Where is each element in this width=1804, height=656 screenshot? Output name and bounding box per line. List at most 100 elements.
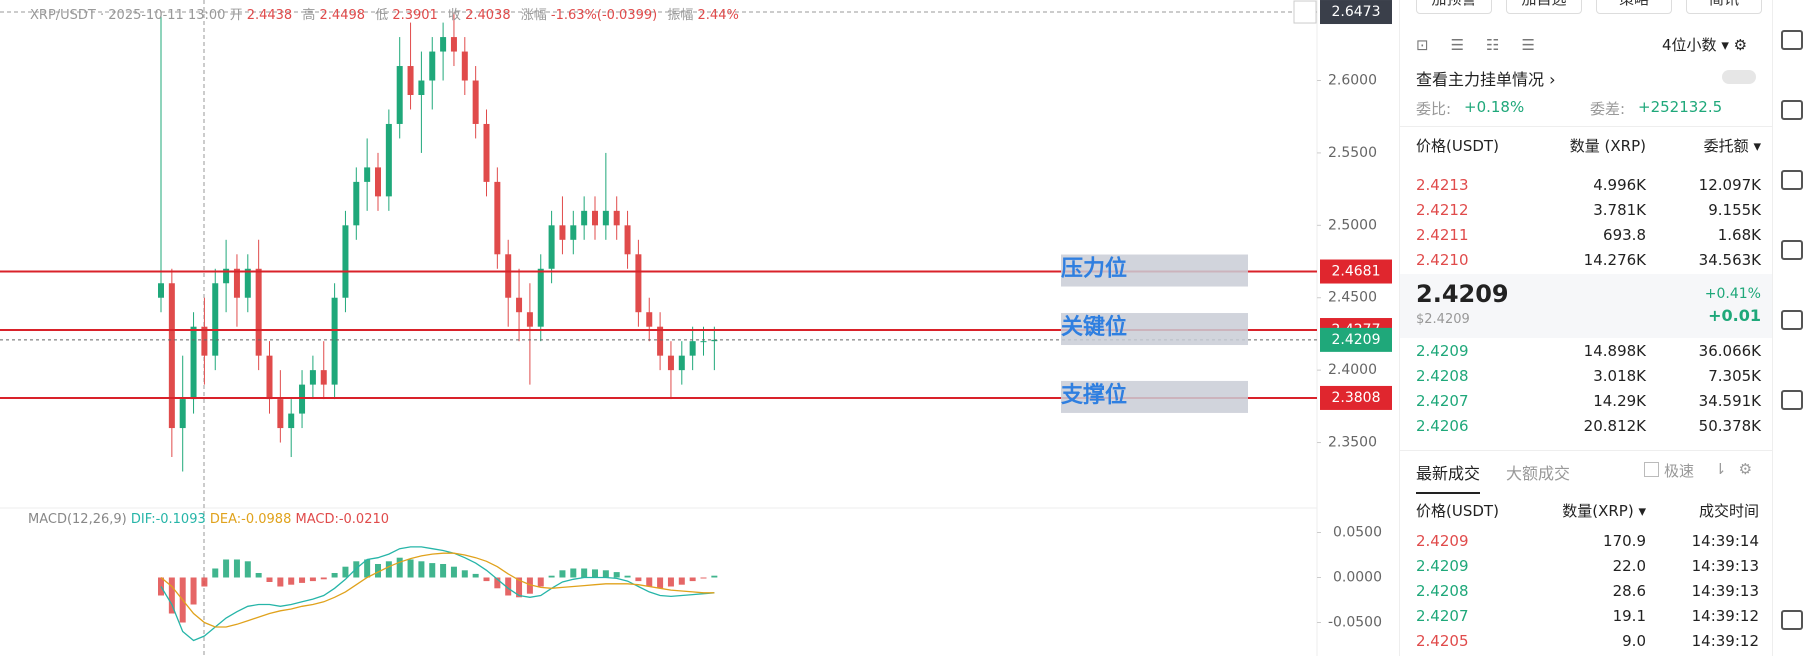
candle-body bbox=[657, 326, 664, 356]
candle-body bbox=[353, 181, 360, 226]
price-tag bbox=[1320, 259, 1392, 284]
candle-body bbox=[364, 167, 371, 182]
macd-bar bbox=[277, 577, 284, 587]
level-name: 压力位 bbox=[1061, 256, 1127, 282]
value: 2.3901 bbox=[392, 8, 438, 23]
link-text: 查看主力挂单情况 bbox=[1416, 70, 1545, 89]
candle-body bbox=[407, 66, 414, 95]
macd-bar bbox=[440, 563, 447, 578]
macd-bar bbox=[299, 577, 306, 583]
button[interactable]: 策略 bbox=[1596, 0, 1672, 14]
icon[interactable] bbox=[1781, 310, 1803, 330]
amount: 36.066K bbox=[1698, 342, 1761, 360]
macd-bar bbox=[450, 566, 457, 578]
depth-link[interactable]: 查看主力挂单情况 › bbox=[1416, 70, 1556, 89]
value: -1.63%(-0.0399) bbox=[550, 8, 658, 23]
macd-bar bbox=[678, 577, 685, 585]
candle-body bbox=[255, 268, 262, 356]
macd-bar bbox=[624, 575, 631, 578]
candle-body bbox=[331, 297, 338, 385]
price: 2.4211 bbox=[1416, 226, 1469, 244]
icon[interactable] bbox=[1781, 100, 1803, 120]
level-box bbox=[1061, 254, 1248, 287]
macd-bar bbox=[635, 577, 642, 582]
candle-body bbox=[667, 355, 674, 371]
dif-line bbox=[160, 546, 715, 642]
tab[interactable]: 最新成交 bbox=[1416, 460, 1481, 494]
col-header[interactable]: 委托额 ▾ bbox=[1703, 137, 1761, 155]
icon[interactable] bbox=[1781, 240, 1803, 260]
toggle[interactable] bbox=[1722, 70, 1756, 84]
candle-body bbox=[201, 326, 208, 356]
macd-bar bbox=[396, 557, 403, 578]
amount: 50.378K bbox=[1698, 417, 1761, 435]
trade-qty: 9.0 bbox=[1622, 632, 1646, 650]
last-usd: $2.4209 bbox=[1416, 312, 1470, 327]
candle-body bbox=[375, 167, 381, 197]
tab[interactable]: 大额成交 bbox=[1506, 464, 1571, 483]
button[interactable]: 加自选 bbox=[1506, 0, 1582, 14]
icon[interactable] bbox=[1781, 30, 1803, 50]
trade-time: 14:39:13 bbox=[1691, 582, 1759, 600]
amount: 34.563K bbox=[1698, 251, 1761, 269]
col-header[interactable]: 数量(XRP) ▾ bbox=[1562, 502, 1646, 520]
candle-body bbox=[526, 312, 533, 327]
price-tag-bg bbox=[1293, 0, 1317, 24]
y-tick-label: 2.3500 bbox=[1328, 435, 1377, 451]
candle-body bbox=[190, 326, 197, 400]
candle-body bbox=[168, 283, 175, 429]
y-tick-label: 0.0000 bbox=[1333, 569, 1382, 585]
icon[interactable] bbox=[1781, 610, 1803, 630]
icon[interactable] bbox=[1781, 170, 1803, 190]
price: 2.4210 bbox=[1416, 251, 1469, 269]
macd-bar bbox=[385, 561, 392, 578]
tool-icons[interactable]: ⇂⚙ bbox=[1714, 460, 1765, 478]
candle-body bbox=[418, 80, 425, 95]
symbol: XRP/USDT · 2025-10-11 13:00 bbox=[30, 8, 226, 23]
candle-body bbox=[450, 37, 457, 52]
macd-bar bbox=[168, 577, 175, 614]
trade-time: 14:39:14 bbox=[1691, 532, 1759, 550]
level-box bbox=[1061, 380, 1248, 413]
amount: 7.305K bbox=[1708, 367, 1761, 385]
candle-body bbox=[592, 210, 598, 226]
y-tick-label: -0.0500 bbox=[1328, 615, 1382, 631]
candle-body bbox=[689, 341, 696, 356]
chart: 2.3500 2.4000 2.4500 2.5000 2.5500 2.6000 0.05… bbox=[0, 0, 1392, 656]
button[interactable]: 加预警 bbox=[1416, 0, 1492, 14]
candle-body bbox=[212, 283, 219, 356]
trade-price: 2.4209 bbox=[1416, 557, 1469, 575]
order-panel: 加预警 加自选 策略 简讯 4位小数 ▾ ⚙ ⊡☰☷☰ 查看主力挂单情况 › 委… bbox=[1399, 0, 1773, 656]
divider bbox=[1400, 126, 1773, 127]
candle-body bbox=[646, 312, 653, 327]
candle-body bbox=[158, 283, 164, 298]
ratio-label: 委比: bbox=[1416, 100, 1452, 118]
level-name: 关键位 bbox=[1061, 314, 1127, 340]
candle-body bbox=[385, 123, 392, 197]
candle-body bbox=[440, 37, 447, 52]
level-name: 支撑位 bbox=[1061, 382, 1127, 408]
candle-body bbox=[700, 341, 707, 343]
icon[interactable] bbox=[1781, 390, 1803, 410]
view-icons[interactable]: ⊡☰☷☰ bbox=[1416, 36, 1557, 54]
col-header-text: 数量(XRP) bbox=[1562, 502, 1634, 520]
candle-body bbox=[483, 123, 490, 182]
dif-label: DIF:-0.1093 bbox=[130, 512, 206, 527]
amount: 9.155K bbox=[1708, 201, 1761, 219]
decimals-select[interactable]: 4位小数 ▾ ⚙ bbox=[1662, 36, 1748, 54]
macd-bar bbox=[646, 577, 653, 587]
button[interactable]: 简讯 bbox=[1686, 0, 1762, 14]
col-header-text: 委托额 bbox=[1703, 137, 1749, 155]
macd-bar bbox=[288, 577, 295, 585]
label: 低 bbox=[375, 8, 389, 23]
checkbox[interactable] bbox=[1644, 462, 1659, 477]
macd-bar bbox=[320, 577, 327, 580]
candle-body bbox=[505, 254, 512, 298]
macd-bar bbox=[483, 577, 490, 582]
diff: +252132.5 bbox=[1638, 98, 1723, 116]
macd-bar bbox=[667, 577, 674, 587]
quantity: 14.898K bbox=[1583, 342, 1646, 360]
macd-bar bbox=[342, 566, 349, 578]
price-tag-label: 2.6473 bbox=[1332, 4, 1381, 20]
candle-body bbox=[581, 210, 588, 226]
